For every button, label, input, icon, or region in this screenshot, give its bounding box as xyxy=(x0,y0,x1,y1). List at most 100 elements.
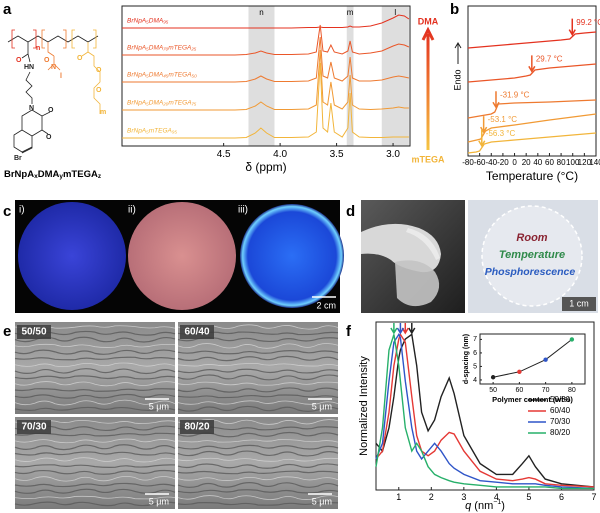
sem-texture xyxy=(177,400,339,405)
film-word: Room xyxy=(516,232,547,244)
x-tick-label: 50 xyxy=(489,387,497,394)
sem-texture xyxy=(14,375,176,380)
y-axis-label: d-spacing (nm) xyxy=(463,334,470,384)
label-part: BrNpA xyxy=(4,169,34,180)
sem-texture xyxy=(14,457,176,463)
series-label: BrNpA₅DMA₉₅ xyxy=(127,18,169,25)
spectrum-line xyxy=(122,36,410,83)
composition-label: mTEGA xyxy=(411,154,445,164)
label-part: ) xyxy=(501,500,505,512)
atom: N xyxy=(51,64,56,71)
film-photo xyxy=(240,204,344,308)
data-point xyxy=(569,337,575,342)
scale-label: 2 cm xyxy=(316,300,336,310)
label-part: DMA xyxy=(38,169,60,180)
sem-texture xyxy=(14,349,176,355)
dsc-curve xyxy=(467,31,597,49)
photo-label: ii) xyxy=(128,205,136,216)
atom: O xyxy=(96,67,102,74)
y-tick-label: 7 xyxy=(473,336,477,343)
atom: O xyxy=(96,87,102,94)
peak-arrow xyxy=(396,323,405,335)
x-axis-label: Temperature (°C) xyxy=(486,169,578,183)
scale-box xyxy=(562,297,596,311)
film-photo xyxy=(18,202,126,310)
sem-texture xyxy=(14,343,176,348)
sem-texture xyxy=(177,444,339,450)
sem-texture xyxy=(177,419,339,425)
atom: O xyxy=(16,57,22,64)
tg-label: 29.7 °C xyxy=(536,54,563,63)
x-tick-label: 7 xyxy=(591,492,596,502)
saxs-curve xyxy=(375,332,595,488)
sem-texture xyxy=(177,476,339,481)
y-tick-label: 5 xyxy=(473,363,477,370)
saxs-curve xyxy=(375,334,594,490)
tg-arrow xyxy=(528,55,536,73)
x-tick-label: 100 xyxy=(566,158,580,167)
x-tick-label: 80 xyxy=(557,158,566,167)
tg-arrow xyxy=(492,91,500,109)
y-tick-label: 6 xyxy=(473,350,477,357)
sem-texture xyxy=(177,368,339,374)
data-point xyxy=(517,369,522,375)
label-part: mTEGA xyxy=(63,169,98,180)
x-tick-label: 4 xyxy=(494,492,499,502)
atom: l xyxy=(60,73,62,80)
x-tick-label: 3.5 xyxy=(330,149,344,160)
sem-texture xyxy=(177,470,339,475)
scale-label: 5 μm xyxy=(149,496,169,506)
x-tick-label: -20 xyxy=(497,158,509,167)
sem-texture xyxy=(177,495,339,501)
x-tick-label: -60 xyxy=(474,158,486,167)
spectrum-line xyxy=(122,24,410,56)
x-axis-label: Polymer content (wt%) xyxy=(492,395,573,404)
chemical-structure xyxy=(7,29,101,154)
x-tick-label: -80 xyxy=(462,158,474,167)
panel-label: b xyxy=(450,1,459,18)
x-tick-label: 70 xyxy=(542,387,550,394)
series-label: BrNpA₅DMA₂₀mTEGA₇₅ xyxy=(127,100,197,107)
atom: O xyxy=(46,134,52,141)
dsc-curve xyxy=(467,132,597,154)
atom: O xyxy=(77,55,83,62)
band-label: m xyxy=(347,8,354,17)
x-tick-label: 3 xyxy=(461,492,466,502)
label-part: q xyxy=(465,500,472,512)
x-axis-label: δ (ppm) xyxy=(245,160,286,174)
sem-label-box xyxy=(17,420,51,434)
scale-label: 1 cm xyxy=(569,298,589,308)
x-tick-label: 140 xyxy=(589,158,600,167)
sem-texture xyxy=(177,343,339,349)
photo-label: iii) xyxy=(238,205,248,216)
tg-label: 99.2 °C xyxy=(576,18,600,27)
sem-label: 80/20 xyxy=(184,422,209,433)
sem-texture xyxy=(177,405,339,412)
panel-label: a xyxy=(3,1,12,18)
sem-texture xyxy=(177,363,339,367)
tg-arrow xyxy=(480,116,488,134)
sem-texture xyxy=(14,406,176,411)
data-point xyxy=(543,357,548,362)
band-label: l xyxy=(394,8,396,17)
label-part: y xyxy=(59,173,63,180)
x-axis-label: q (nm−1) xyxy=(465,499,505,512)
sem-texture xyxy=(14,475,176,482)
data-point xyxy=(490,375,496,380)
x-tick-label: 4.5 xyxy=(217,149,231,160)
x-tick-label: 40 xyxy=(533,158,542,167)
sem-texture xyxy=(14,388,176,392)
tg-label: -31.9 °C xyxy=(500,90,530,99)
dsc-curve xyxy=(467,113,597,143)
sem-label: 60/40 xyxy=(184,327,209,338)
sem-texture xyxy=(177,439,339,443)
y-axis-label: Endo xyxy=(452,69,462,90)
inset-frame xyxy=(479,333,586,385)
panel-label: e xyxy=(3,323,11,340)
peak-arrow xyxy=(390,323,398,335)
glove xyxy=(395,260,440,307)
label-part: z xyxy=(98,173,102,180)
panel-label: f xyxy=(346,323,352,340)
x-tick-label: 0 xyxy=(512,158,517,167)
